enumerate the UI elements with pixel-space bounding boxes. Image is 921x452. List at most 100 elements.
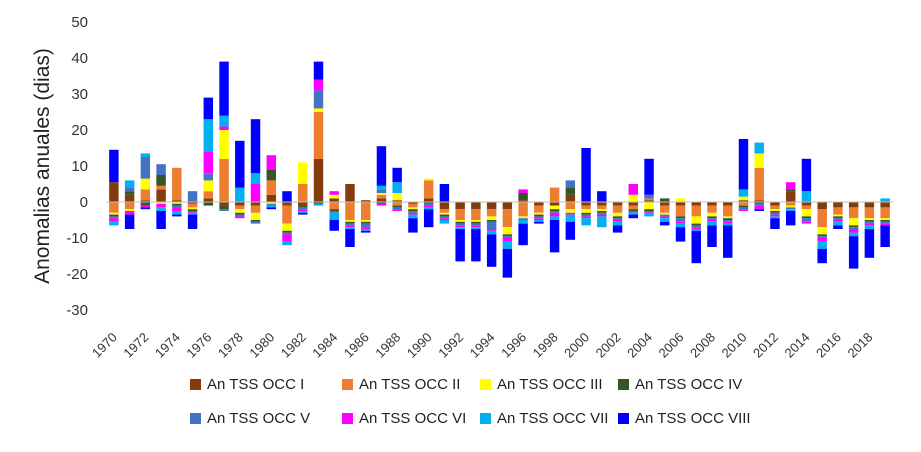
bar-segment-1975-s5 (187, 191, 198, 202)
bars-layer (109, 61, 890, 278)
bar-segment-1980-s3 (266, 202, 276, 204)
bar-segment-1988-s7 (392, 182, 402, 193)
x-tick-labels: 1970 1972 1974 1976 1978 1980 1982 1984 1986 1988… (89, 330, 876, 361)
bar-segment-1995-s8 (502, 248, 513, 278)
bar-segment-2008-s5 (707, 218, 717, 220)
bar-segment-1975-s6 (187, 211, 198, 213)
bar-segment-1974-s2 (172, 167, 182, 201)
x-tick-label: 1970 (89, 330, 120, 361)
legend: An TSS OCC I An TSS OCC II An TSS OCC III A… (190, 376, 810, 427)
bar-segment-1992-s7 (455, 227, 465, 229)
bar-segment-1995-s4 (502, 234, 513, 237)
bar-segment-2005-s1 (660, 202, 670, 206)
bar-segment-1985-s2 (345, 202, 355, 220)
bar-segment-2015-s3 (817, 227, 827, 235)
bar-segment-2009-s8 (723, 225, 733, 258)
bar-segment-2008-s2 (707, 205, 717, 213)
bar-segment-1999-s7 (565, 214, 576, 222)
bar-segment-1996-s3 (518, 216, 528, 219)
legend-item: An TSS OCC VII (480, 410, 618, 427)
y-tick-label: 30 (71, 86, 88, 103)
bar-segment-1989-s6 (408, 212, 418, 215)
bar-segment-1997-s6 (534, 218, 544, 220)
bar-segment-2001-s2 (597, 205, 607, 210)
bar-segment-1972-s2 (140, 189, 151, 201)
bar-segment-1982-s1 (298, 202, 308, 206)
bar-segment-1984-s3 (329, 194, 339, 199)
y-tick-label: 20 (71, 122, 88, 139)
bar-segment-1985-s4 (345, 221, 355, 224)
bar-segment-1979-s6 (250, 184, 261, 202)
bar-segment-2012-s2 (770, 205, 780, 210)
bar-segment-2003-s5 (628, 211, 639, 213)
bar-segment-1987-s8 (376, 146, 387, 186)
bar-segment-1975-s8 (187, 214, 198, 229)
bar-segment-2002-s1 (612, 202, 623, 206)
bar-segment-2003-s4 (628, 209, 639, 211)
bar-segment-2013-s6 (785, 182, 796, 190)
bar-segment-1994-s4 (486, 220, 497, 222)
bar-segment-2013-s1 (785, 191, 796, 202)
bar-segment-1976-s5 (203, 173, 214, 181)
bar-segment-2007-s7 (691, 229, 701, 231)
bar-segment-1999-s2 (565, 202, 576, 210)
bar-segment-2005-s6 (660, 216, 670, 219)
bar-segment-2014-s7 (801, 191, 812, 202)
bar-segment-1985-s1 (345, 184, 355, 202)
bar-segment-1993-s6 (471, 225, 481, 228)
x-tick-label: 1988 (372, 330, 403, 361)
bar-segment-1971-s8 (124, 214, 135, 229)
x-tick-label: 2000 (561, 330, 592, 361)
bar-segment-2016-s4 (833, 216, 843, 219)
bar-segment-1999-s6 (565, 212, 576, 215)
bar-segment-1977-s8 (219, 61, 229, 116)
bar-segment-1981-s7 (282, 241, 292, 246)
bar-segment-2010-s3 (738, 196, 749, 201)
bar-segment-1978-s3 (235, 209, 245, 213)
bar-segment-1988-s8 (392, 167, 402, 183)
bar-segment-1987-s6 (376, 203, 387, 206)
legend-swatch (480, 379, 491, 390)
bar-segment-1996-s1 (518, 200, 528, 202)
legend-swatch (342, 379, 353, 390)
bar-segment-1973-s1 (156, 189, 166, 202)
bar-segment-1985-s8 (345, 229, 355, 247)
bar-segment-2017-s2 (848, 207, 859, 219)
bar-segment-2010-s5 (738, 207, 749, 210)
bar-segment-1982-s8 (298, 212, 308, 215)
bar-segment-2006-s1 (675, 202, 686, 206)
bar-segment-1987-s3 (376, 193, 387, 195)
bar-segment-1971-s3 (124, 209, 135, 211)
x-tick-label: 1998 (530, 330, 561, 361)
x-tick-label: 1996 (498, 330, 529, 361)
y-tick-label: 0 (80, 194, 88, 211)
bar-segment-2016-s5 (833, 218, 843, 220)
y-tick-label: -10 (66, 230, 88, 247)
bar-segment-2002-s2 (612, 205, 623, 213)
bar-segment-1988-s4 (392, 205, 402, 208)
bar-segment-2018-s2 (864, 207, 875, 219)
bar-segment-2007-s1 (691, 202, 701, 206)
legend-label: An TSS OCC III (497, 376, 603, 393)
bar-segment-2018-s7 (864, 225, 875, 229)
bar-segment-1997-s3 (534, 212, 544, 215)
bar-segment-2011-s1 (754, 200, 764, 202)
bar-segment-1976-s6 (203, 151, 214, 174)
legend-swatch (190, 413, 201, 424)
bar-segment-1986-s6 (360, 227, 371, 229)
bar-segment-1996-s8 (518, 223, 528, 246)
bar-segment-1980-s4 (266, 169, 276, 181)
bar-segment-1977-s5 (219, 209, 229, 211)
bar-segment-1993-s8 (471, 229, 481, 262)
bar-segment-1989-s1 (408, 202, 418, 204)
bar-segment-2019-s4 (880, 220, 890, 222)
bar-segment-2017-s3 (848, 218, 859, 226)
bar-segment-1974-s6 (172, 207, 182, 211)
bar-segment-2017-s1 (848, 202, 859, 208)
bar-segment-1986-s8 (360, 230, 371, 233)
bar-segment-2011-s7 (754, 142, 764, 154)
bar-segment-1984-s4 (329, 209, 339, 211)
legend-item: An TSS OCC V (190, 410, 342, 427)
bar-segment-1990-s5 (423, 203, 434, 206)
bar-segment-1970-s4 (109, 214, 119, 217)
